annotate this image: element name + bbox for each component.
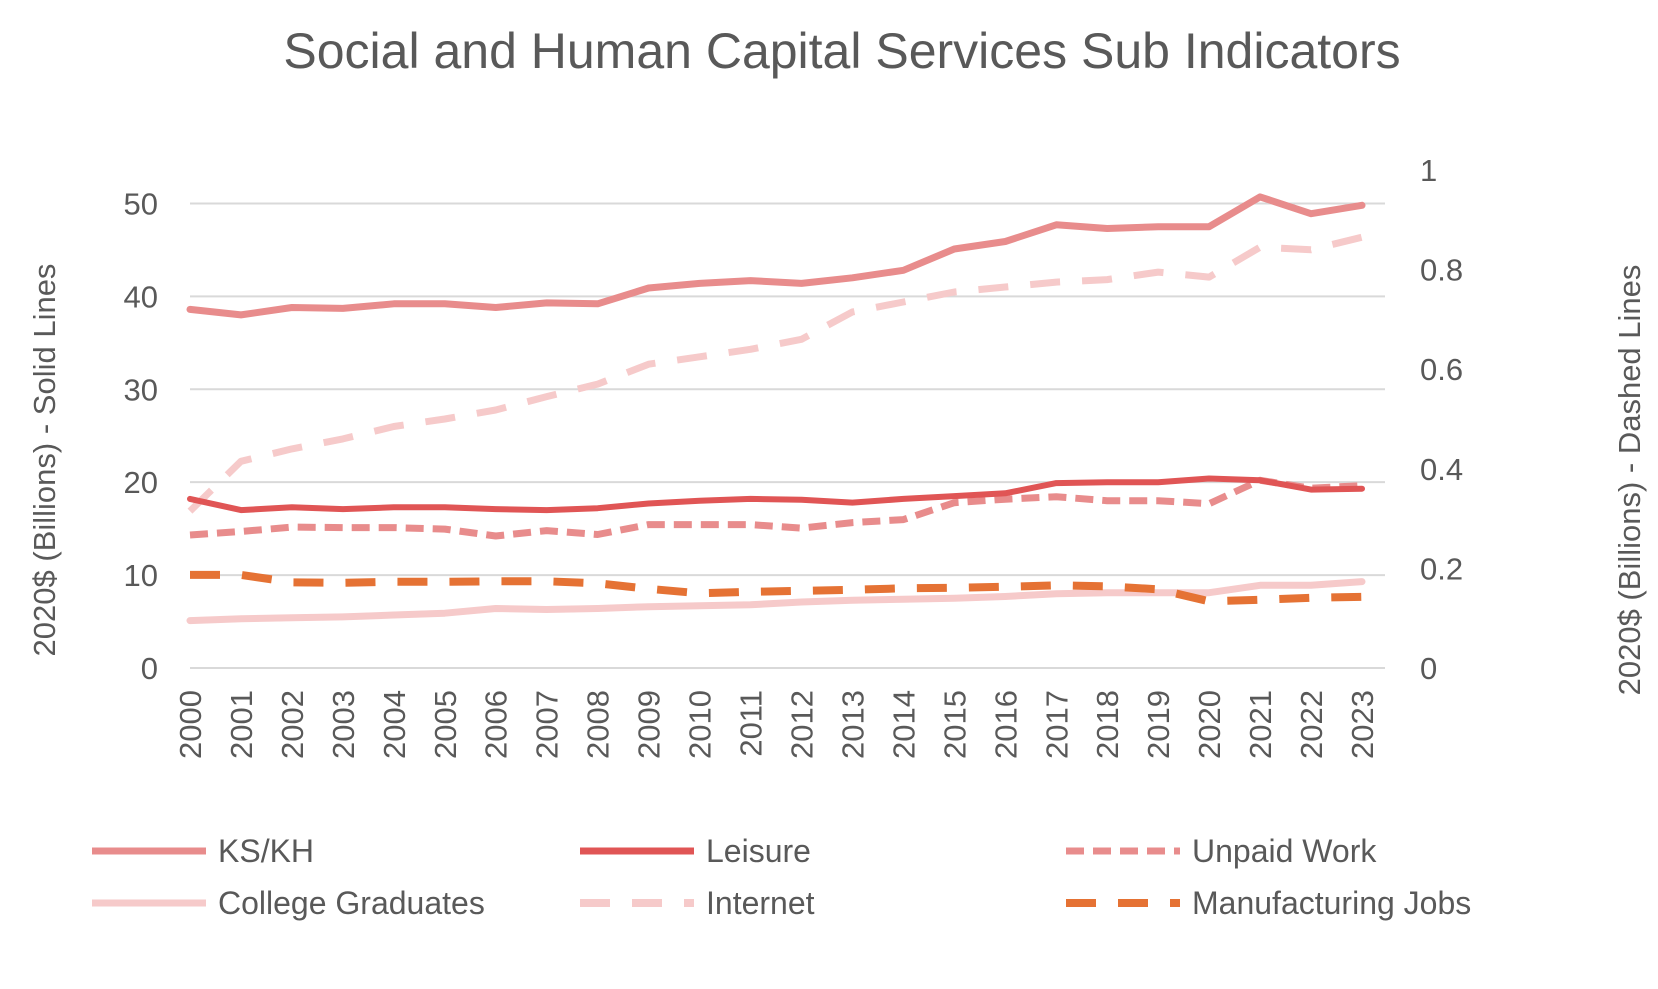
legend-label: Internet: [706, 885, 815, 921]
x-tick-label: 2000: [173, 690, 208, 759]
x-tick-label: 2015: [937, 690, 972, 759]
x-tick-label: 2004: [377, 690, 412, 759]
x-tick-label: 2008: [581, 690, 616, 759]
right-tick-label: 0: [1420, 651, 1437, 686]
right-tick-label: 0.2: [1420, 551, 1463, 586]
x-tick-label: 2009: [632, 690, 667, 759]
x-tick-label: 2010: [683, 690, 718, 759]
left-axis-ticks: 0 10 20 30 40 50: [124, 186, 158, 686]
x-tick-label: 2018: [1090, 690, 1125, 759]
series-line: [186, 578, 1366, 625]
series-line: [189, 476, 1363, 540]
x-tick-label: 2003: [326, 690, 361, 759]
x-tick-label: 2019: [1141, 690, 1176, 759]
x-tick-label: 2016: [988, 690, 1023, 759]
left-tick-label: 30: [124, 372, 158, 407]
left-tick-label: 40: [124, 279, 158, 314]
x-tick-label: 2012: [784, 690, 819, 759]
x-tick-label: 2007: [530, 690, 565, 759]
x-tick-label: 2022: [1294, 690, 1329, 759]
x-tick-label: 2013: [835, 690, 870, 759]
x-tick-label: 2002: [275, 690, 310, 759]
legend-label: KS/KH: [218, 833, 314, 869]
legend-label: Manufacturing Jobs: [1192, 885, 1471, 921]
series-layer: [186, 193, 1366, 625]
series-line: [187, 475, 1365, 514]
series-line: [187, 233, 1363, 514]
gridlines: [190, 202, 1385, 669]
series-line: [186, 193, 1366, 319]
x-tick-label: 2021: [1243, 690, 1278, 759]
legend-label: College Graduates: [218, 885, 485, 921]
x-tick-label: 2014: [886, 690, 921, 759]
left-tick-label: 20: [124, 465, 158, 500]
right-tick-label: 0.4: [1420, 452, 1463, 487]
series-line: [190, 570, 1363, 606]
right-axis-ticks: 0 0.2 0.4 0.6 0.8 1: [1420, 153, 1463, 686]
x-tick-label: 2011: [734, 690, 769, 757]
x-tick-label: 2005: [428, 690, 463, 759]
x-axis-ticks: 2000 2001 2002 2003 2004 2005 2006 2007 2008 2009…: [173, 690, 1380, 759]
right-tick-label: 0.6: [1420, 352, 1463, 387]
right-tick-label: 1: [1420, 153, 1437, 188]
left-axis-title: 2020$ (Billions) - Solid Lines: [27, 264, 62, 657]
legend-label: Leisure: [706, 833, 811, 869]
x-tick-label: 2006: [479, 690, 514, 759]
left-tick-label: 10: [124, 558, 158, 593]
left-tick-label: 50: [124, 186, 158, 221]
chart-title: Social and Human Capital Services Sub In…: [283, 23, 1400, 79]
left-tick-label: 0: [141, 651, 158, 686]
right-axis-title: 2020$ (Billions) - Dashed Lines: [1612, 265, 1647, 696]
legend: KS/KH Leisure Unpaid Work College Graduates…: [92, 833, 1471, 921]
x-tick-label: 2020: [1192, 690, 1227, 759]
x-tick-label: 2017: [1039, 690, 1074, 759]
x-tick-label: 2023: [1345, 690, 1380, 759]
right-tick-label: 0.8: [1420, 253, 1463, 288]
x-tick-label: 2001: [224, 690, 259, 759]
legend-label: Unpaid Work: [1192, 833, 1377, 869]
